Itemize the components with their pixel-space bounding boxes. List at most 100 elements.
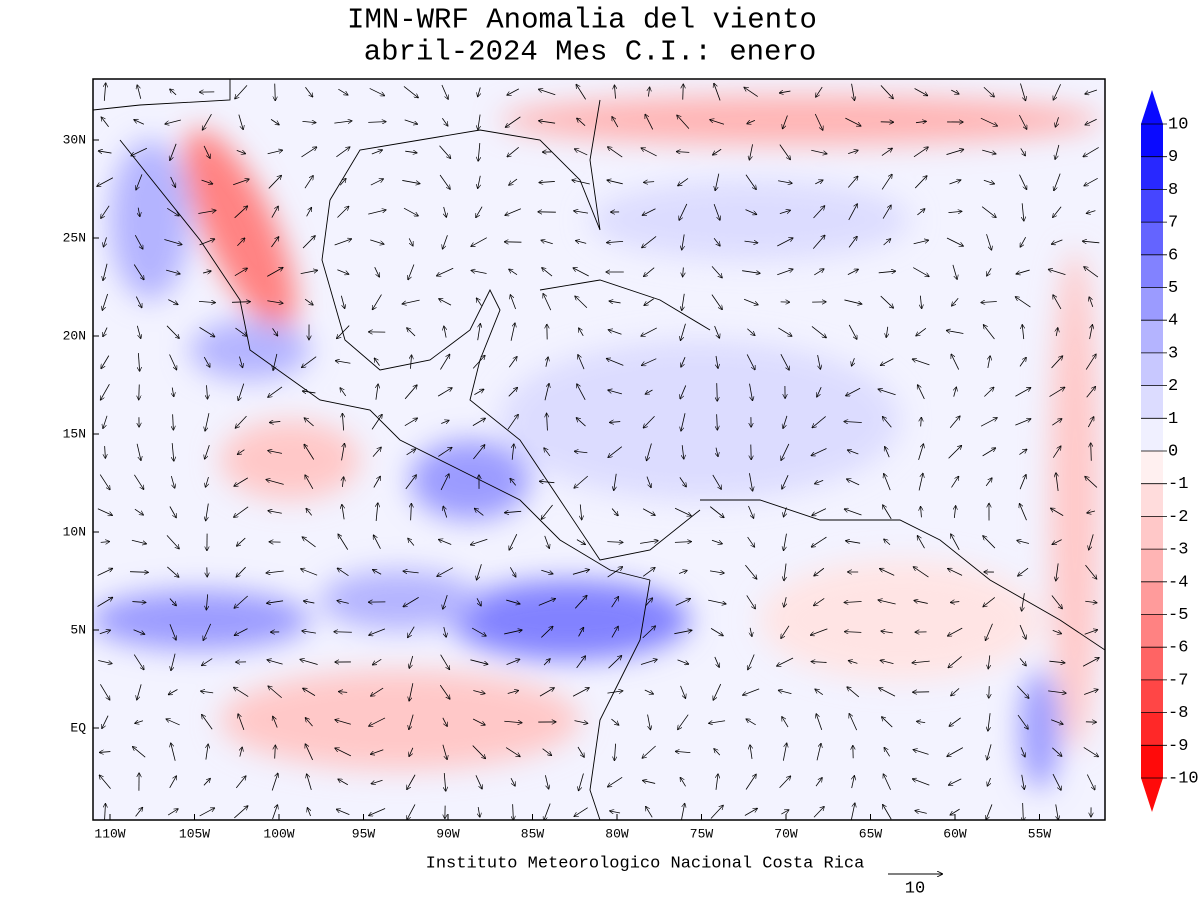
- wind-vector: [883, 774, 891, 790]
- wind-vector: [852, 358, 855, 366]
- wind-vector: [811, 326, 826, 337]
- map-area: [93, 79, 1105, 820]
- wind-vector: [983, 597, 996, 606]
- wind-vector: [817, 387, 822, 397]
- wind-vector: [234, 806, 247, 819]
- wind-vector: [270, 421, 281, 422]
- wind-vector: [914, 601, 928, 604]
- wind-vector: [373, 294, 382, 310]
- wind-vector: [410, 355, 411, 369]
- wind-vector: [882, 205, 891, 219]
- wind-vector: [949, 717, 961, 726]
- wind-vector: [1020, 148, 1025, 155]
- wind-vector: [134, 474, 143, 489]
- wind-vector: [172, 443, 174, 461]
- wind-vector: [268, 176, 281, 189]
- wind-vector: [443, 594, 448, 609]
- wind-vector: [99, 151, 112, 153]
- wind-vector: [950, 808, 960, 815]
- wind-vector: [778, 181, 792, 184]
- wind-vector: [879, 688, 896, 697]
- wind-vector: [711, 266, 722, 277]
- wind-vector: [814, 269, 823, 276]
- wind-vector: [203, 779, 210, 786]
- wind-vector: [100, 752, 111, 753]
- wind-vector: [745, 209, 757, 215]
- wind-vector: [302, 121, 315, 122]
- wind-vector: [507, 415, 518, 430]
- wind-vector: [1022, 774, 1025, 789]
- wind-vector: [105, 446, 106, 458]
- wind-vector: [206, 744, 208, 760]
- wind-vector: [817, 354, 821, 369]
- wind-vector: [783, 115, 788, 128]
- wind-vector: [1083, 147, 1099, 156]
- wind-vector: [136, 443, 141, 460]
- wind-vector: [513, 804, 514, 820]
- wind-vector: [442, 118, 447, 125]
- wind-vector: [236, 150, 245, 153]
- wind-vector: [918, 385, 925, 400]
- wind-vector: [506, 659, 520, 666]
- wind-vector: [206, 476, 209, 487]
- wind-vector: [784, 533, 787, 551]
- wind-vector: [303, 391, 316, 393]
- wind-vector: [710, 120, 725, 125]
- wind-vector: [544, 803, 551, 820]
- wind-vector: [234, 687, 249, 697]
- wind-vector: [437, 267, 454, 275]
- wind-vector: [238, 383, 245, 401]
- wind-vector: [576, 418, 586, 427]
- wind-vector: [607, 542, 622, 543]
- wind-vector: [784, 507, 787, 516]
- wind-vector: [374, 535, 381, 549]
- wind-vector: [1048, 691, 1066, 693]
- wind-vector: [1052, 239, 1063, 244]
- wind-vector: [918, 536, 925, 549]
- wind-vector: [440, 474, 449, 491]
- wind-vector: [506, 116, 521, 127]
- wind-vector: [477, 298, 482, 306]
- wind-vector: [918, 474, 923, 491]
- wind-vector: [444, 326, 446, 338]
- wind-vector: [573, 268, 589, 277]
- wind-vector: [199, 327, 215, 336]
- wind-vector: [403, 207, 418, 216]
- wind-vector: [97, 568, 113, 576]
- wind-vector: [743, 298, 758, 304]
- wind-vector: [373, 658, 382, 664]
- colorbar-box: [1141, 352, 1163, 386]
- wind-vector: [845, 632, 862, 633]
- wind-vector: [643, 208, 656, 215]
- wind-vector: [611, 508, 618, 516]
- wind-vector: [608, 446, 623, 458]
- wind-vector: [439, 299, 452, 306]
- wind-vector: [780, 91, 791, 93]
- wind-vector: [138, 353, 139, 371]
- wind-vector: [306, 509, 312, 516]
- wind-vector: [848, 150, 858, 154]
- wind-vector: [709, 721, 726, 723]
- wind-vector: [1056, 473, 1058, 491]
- wind-vector: [539, 89, 556, 96]
- wind-vector: [369, 808, 386, 816]
- wind-vector: [206, 503, 209, 521]
- wind-vector: [166, 325, 179, 338]
- colorbar-label: 6: [1168, 246, 1178, 265]
- wind-vector: [546, 357, 548, 367]
- wind-vector: [338, 568, 349, 576]
- wind-vector: [169, 624, 176, 640]
- wind-vector: [815, 689, 824, 696]
- wind-vector: [815, 480, 824, 483]
- wind-vector: [268, 511, 282, 514]
- wind-vector: [578, 355, 585, 370]
- wind-vector: [133, 654, 144, 670]
- wind-vector: [272, 328, 278, 335]
- wind-vector: [987, 268, 992, 275]
- wind-vector: [169, 689, 178, 695]
- colorbar-label: -5: [1168, 606, 1188, 625]
- wind-vector: [302, 236, 315, 249]
- wind-vector: [237, 238, 244, 247]
- wind-vector: [784, 563, 786, 581]
- wind-vector: [231, 302, 250, 303]
